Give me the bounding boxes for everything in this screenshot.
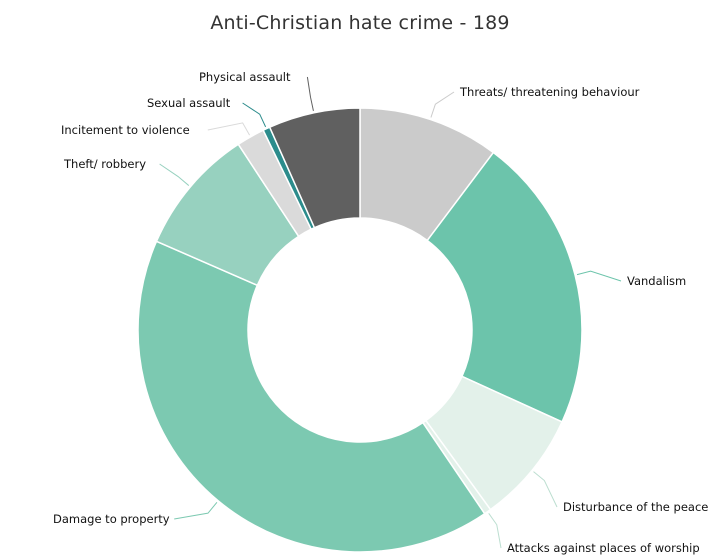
connector-disturbance-of-the-peace	[533, 471, 558, 508]
chart-title: Anti-Christian hate crime - 189	[210, 12, 510, 34]
label-vandalism: Vandalism	[627, 274, 686, 288]
label-threats-threatening-behaviour: Threats/ threatening behaviour	[459, 85, 640, 99]
connector-sexual-assault	[242, 102, 267, 128]
donut-slices	[137, 107, 583, 553]
label-physical-assault: Physical assault	[199, 70, 291, 84]
label-incitement-to-violence: Incitement to violence	[61, 123, 190, 137]
label-theft-robbery: Theft/ robbery	[63, 157, 146, 171]
connector-attacks-against-places-of-worship	[488, 513, 502, 549]
slice-labels: Threats/ threatening behaviour Vandalism D…	[53, 70, 708, 555]
connector-incitement-to-violence	[207, 122, 251, 136]
connector-vandalism	[576, 270, 622, 282]
connector-physical-assault	[306, 76, 314, 111]
label-attacks-against-places-of-worship: Attacks against places of worship	[507, 541, 700, 555]
connector-damage-to-property	[174, 502, 218, 520]
label-disturbance-of-the-peace: Disturbance of the peace	[563, 500, 708, 514]
slice-vandalism	[426, 151, 583, 423]
connector-theft-robbery	[159, 163, 190, 186]
label-connectors	[159, 76, 622, 549]
slice-physical-assault	[268, 107, 361, 229]
connector-threats-threatening-behaviour	[430, 91, 455, 118]
label-damage-to-property: Damage to property	[53, 512, 170, 526]
slice-damage-to-property	[137, 240, 486, 553]
label-sexual-assault: Sexual assault	[147, 96, 231, 110]
